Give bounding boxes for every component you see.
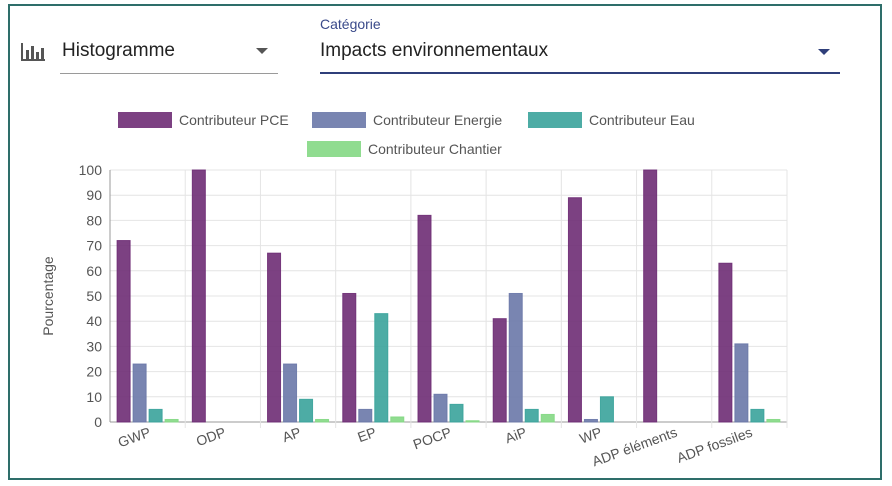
legend-swatch — [312, 112, 366, 128]
bar — [417, 214, 432, 423]
x-tick-label: ADP fossiles — [675, 424, 755, 466]
legend-label: Contributeur Energie — [373, 112, 502, 128]
bar-chart-icon — [21, 43, 45, 61]
bar — [374, 313, 389, 423]
category-select[interactable]: Catégorie Impacts environnementaux — [320, 14, 840, 74]
chart-type-underline — [60, 73, 278, 74]
y-tick-label: 70 — [86, 238, 102, 254]
y-tick-label: 0 — [94, 414, 102, 430]
bar — [433, 393, 448, 423]
bar — [358, 408, 373, 423]
chart-type-value: Histogramme — [62, 40, 175, 61]
chevron-down-icon[interactable] — [256, 48, 268, 54]
y-tick-label: 50 — [86, 288, 102, 304]
bar — [390, 416, 405, 423]
x-tick-label: WP — [577, 424, 604, 447]
bar — [116, 240, 131, 423]
y-axis-title: Pourcentage — [40, 256, 56, 336]
bar — [599, 396, 614, 423]
bar — [643, 169, 658, 423]
legend-label: Contributeur Eau — [589, 112, 695, 128]
chart-type-select[interactable]: Histogramme — [18, 32, 278, 74]
y-tick-label: 80 — [86, 212, 102, 228]
bar — [164, 418, 179, 423]
chevron-down-icon[interactable] — [818, 49, 830, 55]
bar — [342, 292, 357, 423]
y-tick-label: 10 — [86, 389, 102, 405]
bar — [718, 262, 733, 423]
legend-label: Contributeur PCE — [179, 112, 289, 128]
x-tick-label: GWP — [116, 424, 153, 450]
bar — [508, 292, 523, 423]
bar — [734, 343, 749, 423]
legend-label: Contributeur Chantier — [368, 141, 502, 157]
bar — [583, 418, 598, 423]
bar — [540, 413, 555, 423]
bar — [148, 408, 163, 423]
x-tick-label: AiP — [503, 424, 529, 446]
category-value: Impacts environnementaux — [320, 40, 549, 61]
bar — [492, 318, 507, 423]
x-tick-label: AP — [280, 424, 303, 445]
bar — [267, 252, 282, 423]
y-tick-label: 60 — [86, 263, 102, 279]
bar — [132, 363, 147, 423]
category-label: Catégorie — [320, 16, 381, 32]
y-tick-label: 40 — [86, 313, 102, 329]
bar — [465, 420, 480, 423]
legend-swatch — [307, 141, 361, 157]
bar — [449, 403, 464, 423]
x-tick-label: ADP éléments — [590, 424, 679, 470]
bar — [766, 418, 781, 423]
bar — [567, 197, 582, 423]
bar — [191, 169, 206, 423]
x-tick-label: ODP — [194, 424, 228, 449]
category-underline — [320, 72, 840, 74]
bar — [283, 363, 298, 423]
legend-swatch — [118, 112, 172, 128]
y-tick-label: 20 — [86, 364, 102, 380]
bar — [299, 398, 314, 423]
y-tick-label: 30 — [86, 338, 102, 354]
y-tick-label: 100 — [79, 162, 103, 178]
bar — [315, 418, 330, 423]
bar — [524, 408, 539, 423]
x-tick-label: EP — [355, 424, 378, 445]
legend-swatch — [528, 112, 582, 128]
x-tick-label: POCP — [411, 424, 454, 453]
y-tick-label: 90 — [86, 187, 102, 203]
bar — [750, 408, 765, 423]
